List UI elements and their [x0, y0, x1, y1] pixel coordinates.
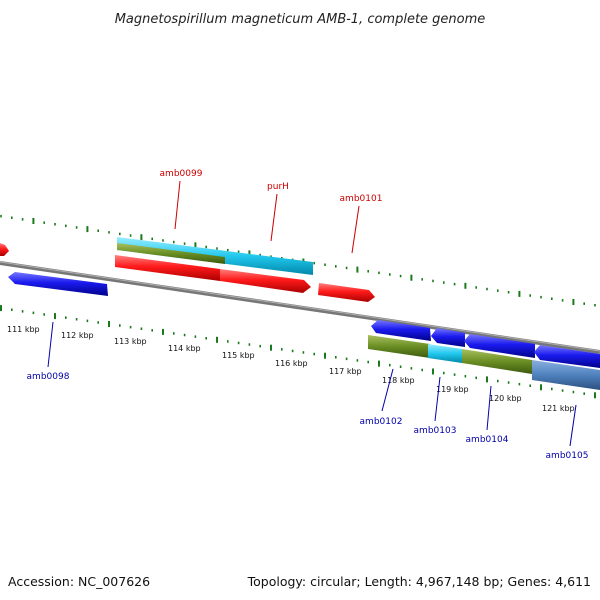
scale-tick-label: 114 kbp — [168, 344, 201, 353]
gene-label-leader — [351, 205, 360, 254]
gene-label-leader — [174, 180, 181, 230]
gene-label-amb0099[interactable]: amb0099 — [160, 169, 203, 179]
scale-tick-label: 113 kbp — [114, 337, 147, 346]
gene-label-purH[interactable]: purH — [267, 182, 289, 192]
genome-backbone — [0, 261, 600, 354]
gene-label-amb0098[interactable]: amb0098 — [27, 372, 70, 382]
gene-feature-olive[interactable] — [368, 335, 430, 358]
gene-feature-olive[interactable] — [462, 349, 532, 374]
lower-tick-track — [0, 305, 596, 399]
gene-arrow-red[interactable] — [318, 283, 375, 302]
gene-feature-cyan[interactable] — [428, 344, 462, 363]
gene-label-amb0103[interactable]: amb0103 — [414, 426, 457, 436]
scale-tick-label: 111 kbp — [7, 325, 40, 334]
gene-label-amb0102[interactable]: amb0102 — [360, 417, 403, 427]
gene-arrow-blue[interactable] — [431, 328, 465, 347]
gene-feature-olive[interactable] — [117, 243, 225, 264]
gene-arrow-blue[interactable] — [8, 272, 108, 296]
scale-tick-label: 121 kbp — [542, 404, 575, 413]
gene-label-leader — [434, 376, 441, 422]
genome-summary-text: Topology: circular; Length: 4,967,148 bp… — [247, 574, 591, 589]
gene-label-amb0104[interactable]: amb0104 — [466, 435, 509, 445]
gene-feature-steelblue[interactable] — [532, 360, 600, 390]
gene-arrow-red[interactable] — [220, 269, 311, 293]
gene-label-amb0105[interactable]: amb0105 — [546, 451, 589, 461]
gene-label-leader — [47, 321, 54, 368]
scale-tick-label: 116 kbp — [275, 359, 308, 368]
gene-label-leader — [381, 368, 394, 412]
gene-label-leader — [569, 404, 577, 447]
gene-arrow-blue[interactable] — [464, 334, 535, 358]
gene-label-leader — [270, 193, 278, 242]
scale-tick-label: 119 kbp — [436, 385, 469, 394]
gene-arrow-blue[interactable] — [371, 320, 431, 341]
scale-tick-label: 120 kbp — [489, 394, 522, 403]
gene-label-amb0101[interactable]: amb0101 — [340, 194, 383, 204]
map-title: Magnetospirillum magneticum AMB-1, compl… — [115, 12, 486, 27]
accession-text: Accession: NC_007626 — [8, 574, 150, 589]
scale-tick-label: 115 kbp — [222, 351, 255, 360]
gene-arrow-red[interactable] — [115, 255, 220, 281]
scale-tick-label: 117 kbp — [329, 367, 362, 376]
genome-backbone-highlight — [0, 261, 600, 352]
scale-tick-label: 118 kbp — [382, 376, 415, 385]
gene-arrow-blue[interactable] — [534, 345, 600, 368]
scale-tick-label: 112 kbp — [61, 331, 94, 340]
gene-arrow-red-partial[interactable] — [0, 243, 9, 256]
gene-label-leader — [486, 385, 492, 431]
